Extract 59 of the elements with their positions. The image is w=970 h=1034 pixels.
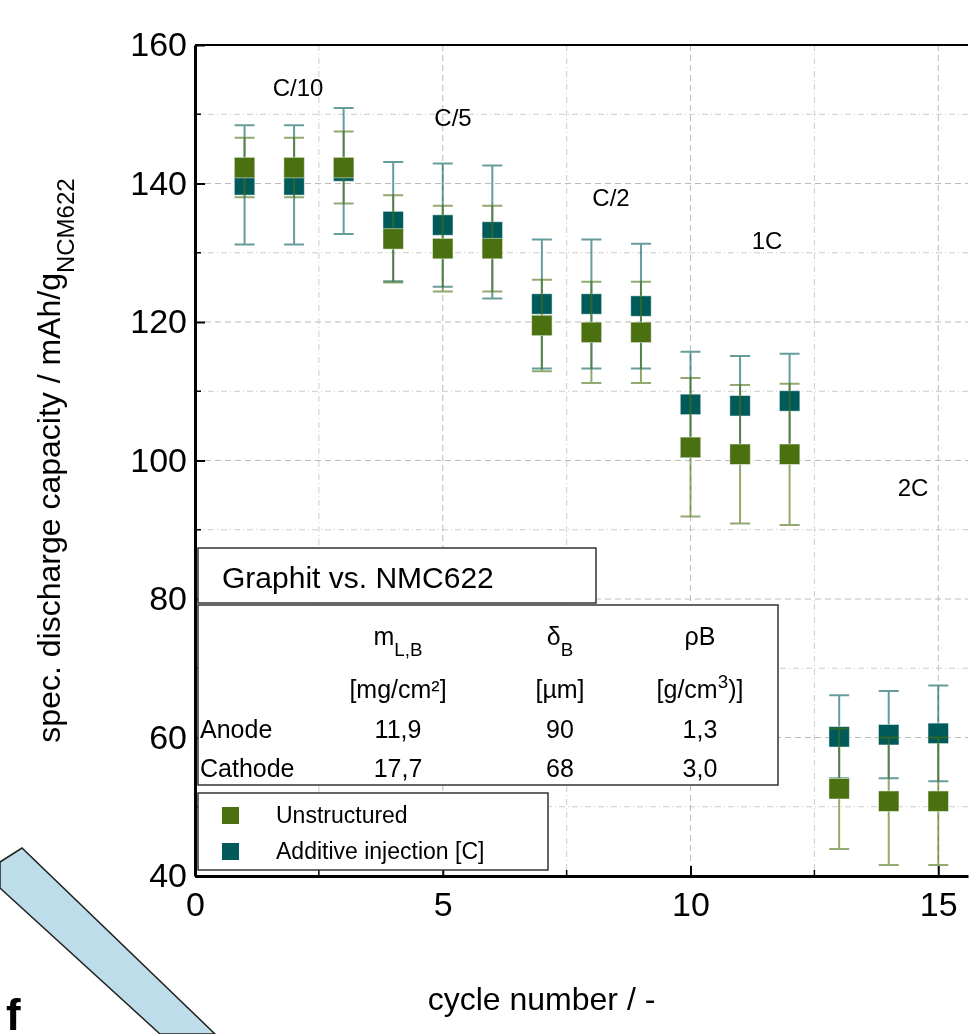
x-tick-label: 15	[919, 885, 958, 924]
annotation: 17,7	[373, 754, 423, 782]
annotation: 2C	[897, 474, 929, 501]
point	[630, 295, 652, 317]
y-tick-label: 60	[149, 717, 187, 756]
annotation: Graphit vs. NMC622	[222, 561, 494, 594]
y-tick-label: 80	[149, 579, 187, 618]
point	[481, 237, 504, 260]
point	[233, 156, 256, 179]
point	[531, 314, 553, 337]
point	[927, 790, 950, 812]
x-tick-label: 0	[186, 885, 205, 924]
annotation: δ$_{B}$	[546, 622, 574, 660]
point	[778, 390, 801, 412]
annotation: 68	[546, 754, 574, 782]
point	[877, 723, 900, 746]
point	[679, 436, 702, 459]
text: f	[6, 990, 21, 1034]
annotation: C/2	[592, 184, 630, 211]
point	[283, 156, 305, 179]
point	[630, 321, 652, 344]
annotation: [mg/cm²]	[349, 675, 447, 703]
point	[729, 395, 751, 417]
point	[382, 228, 404, 250]
annotation: 90	[546, 715, 574, 743]
annotation: C/10	[272, 74, 324, 101]
annotation: 3,0	[682, 754, 718, 782]
annotation: 1C	[751, 227, 783, 254]
point	[927, 722, 950, 745]
annotation: C/5	[434, 104, 472, 131]
annotation: 11,9	[374, 715, 422, 743]
point	[729, 443, 751, 466]
annotation: ρB	[684, 622, 716, 650]
point	[580, 293, 603, 315]
annotation: m$_{L,B}$	[373, 622, 423, 660]
y-tick-label: 40	[149, 856, 187, 895]
annotation: Anode	[200, 715, 273, 743]
x-tick-label: 5	[433, 885, 453, 924]
point	[531, 293, 553, 315]
legend-label: Unstructured	[276, 802, 408, 828]
point	[432, 214, 454, 236]
point	[580, 321, 603, 344]
point	[432, 237, 454, 260]
point	[778, 443, 801, 466]
x-tick-label: 10	[672, 885, 710, 924]
annotation: Cathode	[200, 754, 295, 782]
y-tick-label: 160	[130, 25, 187, 64]
annotation: [µm]	[535, 675, 585, 703]
point	[828, 726, 850, 748]
legend-label: Additive injection [C]	[276, 838, 485, 864]
annotation: 1,3	[682, 715, 718, 743]
point	[828, 778, 850, 800]
y-tick-label: 140	[130, 163, 187, 202]
y-tick-label: 120	[130, 302, 187, 341]
point	[877, 790, 900, 812]
x-axis-title: cycle number / -	[427, 981, 656, 1017]
y-tick-label: 100	[130, 440, 187, 479]
point	[679, 393, 702, 416]
annotation: [g/cm$^{3}$)]	[656, 670, 744, 703]
